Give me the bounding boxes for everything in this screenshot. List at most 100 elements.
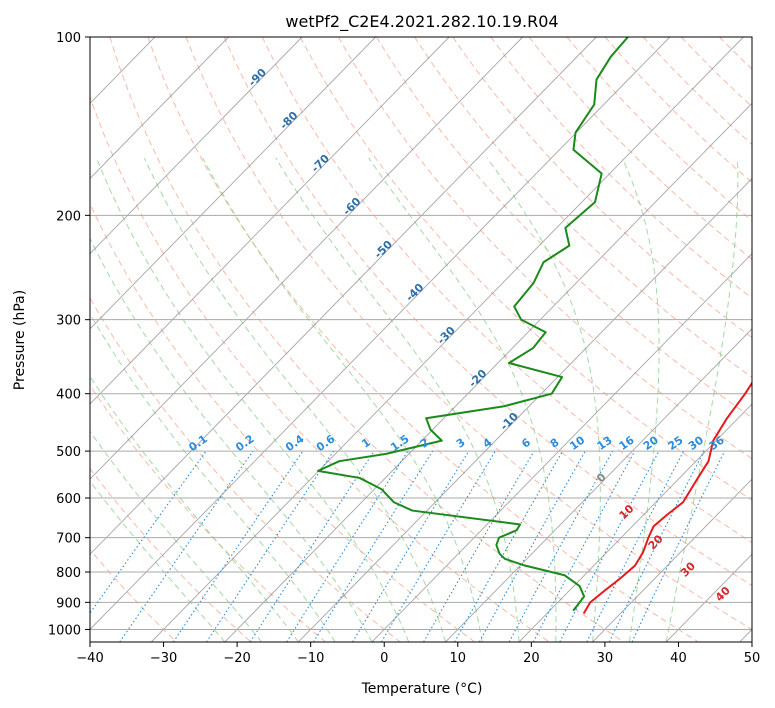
x-tick-label: 30 (597, 651, 614, 666)
mixing-ratio-line (559, 450, 660, 642)
isotherm-label: -10 (498, 410, 521, 433)
x-axis: −40 −30 −20 −10 0 10 20 30 40 50 (76, 642, 760, 666)
isotherm-line (739, 628, 752, 642)
mixing-ratio-line (478, 450, 586, 642)
isotherm-line (90, 37, 671, 631)
dry-adiabat-line (223, 37, 752, 587)
wetbulb-label: 30 (678, 559, 698, 579)
y-tick-label: 1000 (48, 623, 81, 638)
x-tick-label: 40 (670, 651, 687, 666)
dry-adiabat-line (90, 297, 401, 642)
isotherm-line (298, 177, 752, 642)
x-tick-label: −20 (223, 651, 250, 666)
moist-adiabat-line (621, 157, 660, 642)
isotherm-label: -70 (309, 152, 332, 175)
dry-adiabat-line (414, 37, 752, 378)
y-tick-label: 400 (56, 388, 81, 403)
x-tick-label: 50 (744, 651, 761, 666)
moist-adiabat-line (202, 157, 483, 642)
mixing-ratio-line (352, 450, 470, 642)
x-axis-title: Temperature (°C) (361, 681, 483, 697)
dry-adiabat-line (261, 37, 752, 544)
mixing-ratio-line (532, 450, 636, 642)
isotherm-line (0, 37, 8, 642)
sounding-traces (316, 37, 752, 615)
mixing-ratio-line (608, 450, 705, 642)
dry-adiabat-line (490, 37, 752, 299)
isotherm-line (518, 403, 752, 642)
isotherm-line (445, 328, 752, 642)
mixing-ratio-label: 10 (567, 433, 587, 453)
x-tick-label: 10 (450, 651, 467, 666)
mixing-ratio-line (423, 450, 535, 642)
x-tick-label: 20 (523, 651, 540, 666)
y-axis-title: Pressure (hPa) (12, 290, 28, 390)
mixing-ratio-label: 1 (359, 436, 373, 451)
isotherm-label: -50 (372, 238, 395, 261)
dry-adiabat-line (604, 37, 752, 184)
moist-adiabat-line (275, 157, 520, 642)
y-tick-label: 600 (56, 492, 81, 507)
isotherm-label: -90 (246, 66, 269, 89)
moist-adiabat-line (368, 157, 557, 642)
temperature-line (582, 381, 752, 615)
mixing-ratio-line (119, 450, 254, 642)
dry-adiabat-line (376, 37, 752, 419)
chart-title: wetPf2_C2E4.2021.282.10.19.R04 (285, 12, 558, 32)
isotherm-line (592, 478, 752, 642)
mixing-ratio-label: 25 (666, 434, 686, 453)
dry-adiabat-line (452, 37, 752, 339)
x-tick-label: −10 (297, 651, 324, 666)
y-tick-label: 900 (56, 596, 81, 611)
mixing-ratio-label: 6 (519, 436, 533, 451)
y-tick-label: 800 (56, 566, 81, 581)
x-tick-label: −40 (76, 651, 103, 666)
dry-adiabat-line (147, 37, 699, 642)
mixing-ratio-line (172, 450, 304, 642)
isotherm-line (90, 37, 376, 330)
mixing-ratio-line (586, 450, 685, 642)
dry-adiabat-line (90, 467, 252, 642)
y-tick-label: 500 (56, 445, 81, 460)
y-tick-label: 700 (56, 532, 81, 547)
y-tick-label: 200 (56, 209, 81, 224)
isotherm-line (90, 37, 229, 180)
x-tick-label: 0 (380, 651, 388, 666)
isotherm-label: -40 (403, 281, 426, 304)
dry-adiabat-line (338, 37, 752, 460)
moist-adiabat-line (90, 375, 299, 642)
y-tick-label: 300 (56, 314, 81, 329)
mixing-ratio-label: 20 (641, 433, 661, 453)
isotherm-line (224, 102, 752, 642)
dry-adiabat-line (642, 37, 752, 146)
plot-frame (89, 36, 753, 643)
dry-adiabat-line (90, 95, 550, 642)
dry-adiabat-line (90, 202, 476, 642)
moist-adiabat-line (90, 237, 373, 642)
mixing-ratio-label: 8 (548, 436, 562, 451)
isotherm-label: -80 (277, 109, 300, 132)
dry-adiabat-line (758, 37, 775, 642)
dry-adiabat-line (566, 37, 752, 222)
isotherm-label: -20 (466, 367, 489, 390)
mixing-ratio-line (206, 450, 335, 642)
moist-adiabat-line (486, 157, 601, 642)
mixing-ratio-line (454, 450, 564, 642)
isotherm-line (90, 37, 450, 405)
isotherm-label: -60 (340, 195, 363, 218)
isotherm-line (371, 253, 752, 642)
mixing-ratio-line (249, 450, 375, 642)
mixing-ratio-line (508, 450, 614, 642)
mixing-ratio-line (312, 450, 434, 642)
isotherm-line (90, 37, 303, 255)
dry-adiabat-line (528, 37, 752, 260)
isotherm-line (665, 553, 752, 642)
dry-adiabat-line (90, 384, 326, 642)
mixing-ratio-line (380, 450, 496, 642)
mixing-ratio-label: 13 (595, 434, 615, 453)
y-tick-label: 100 (56, 31, 81, 46)
isotherm-line (90, 37, 597, 555)
moist-adiabat-line (143, 157, 446, 642)
x-tick-label: −30 (150, 651, 177, 666)
